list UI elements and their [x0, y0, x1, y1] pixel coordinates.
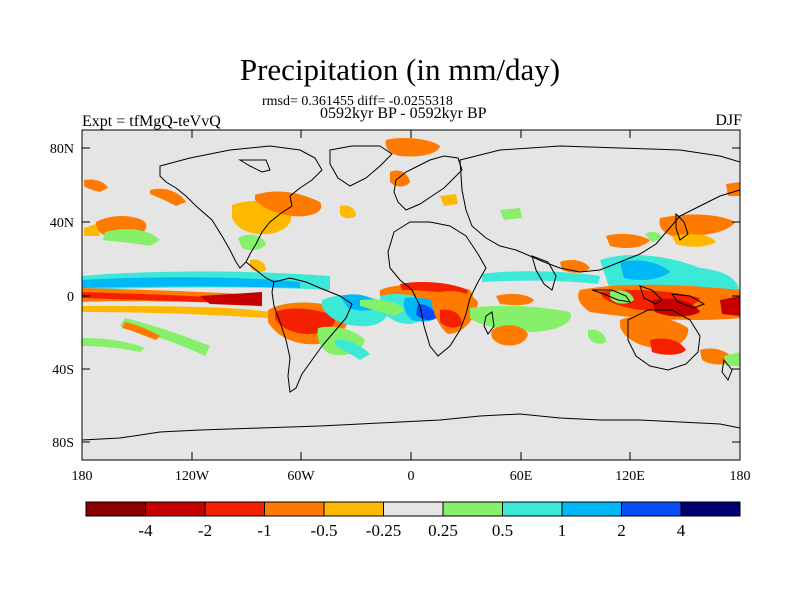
lon-tick-label: 120E	[615, 469, 645, 484]
colorbar: -4 -2 -1 -0.5 -0.25 0.25 0.5 1 2 4	[85, 501, 741, 540]
colorbar-swatch	[264, 502, 324, 516]
colorbar-swatch	[324, 502, 384, 516]
lon-tick-label: 60E	[510, 469, 533, 484]
colorbar-labels: -4 -2 -1 -0.5 -0.25 0.25 0.5 1 2 4	[138, 521, 685, 540]
lon-tick-label: 0	[408, 469, 415, 484]
lon-tick-label: 120W	[175, 469, 210, 484]
lat-tick-label: 40S	[52, 363, 74, 378]
colorbar-label: 4	[677, 521, 686, 540]
colorbar-swatch	[621, 502, 681, 516]
lat-tick-labels: 80N 40N 0 40S 80S	[50, 142, 74, 451]
lat-tick-label: 80N	[50, 142, 74, 157]
colorbar-label: 1	[558, 521, 567, 540]
map-title: Precipitation (in mm/day)	[239, 52, 561, 87]
colorbar-label: -0.5	[311, 521, 338, 540]
colorbar-label: -0.25	[366, 521, 401, 540]
colorbar-label: -4	[138, 521, 153, 540]
anomaly-fields	[82, 138, 740, 366]
colorbar-label: 0.5	[492, 521, 513, 540]
lon-tick-label: 180	[730, 469, 751, 484]
colorbar-swatch	[502, 502, 562, 516]
colorbar-label: -1	[257, 521, 271, 540]
colorbar-swatch	[443, 502, 503, 516]
lat-tick-marks	[82, 147, 740, 443]
season-label: DJF	[715, 112, 742, 129]
colorbar-swatch	[681, 502, 740, 516]
colorbar-swatch	[86, 502, 146, 516]
lat-tick-label: 80S	[52, 436, 74, 451]
lat-tick-label: 0	[67, 290, 74, 305]
period-label: 0592kyr BP - 0592kyr BP	[320, 105, 487, 122]
colorbar-frame	[85, 501, 741, 517]
colorbar-label: 0.25	[428, 521, 458, 540]
colorbar-label: 2	[617, 521, 626, 540]
colorbar-label: -2	[198, 521, 212, 540]
lon-tick-label: 60W	[287, 469, 315, 484]
colorbar-swatch	[145, 502, 205, 516]
lat-tick-label: 40N	[50, 216, 74, 231]
colorbar-swatch	[562, 502, 622, 516]
lon-tick-labels: 180 120W 60W 0 60E 120E 180	[72, 469, 751, 484]
lon-tick-label: 180	[72, 469, 93, 484]
colorbar-dividers	[145, 502, 682, 516]
lon-tick-marks	[191, 130, 631, 460]
coastlines	[82, 145, 740, 441]
rmsd-diff-stats: rmsd= 0.361455 diff= -0.0255318	[262, 94, 453, 109]
experiment-label: Expt = tfMgQ-teVvQ	[82, 113, 221, 130]
colorbar-swatch	[383, 502, 443, 516]
colorbar-swatch	[205, 502, 265, 516]
